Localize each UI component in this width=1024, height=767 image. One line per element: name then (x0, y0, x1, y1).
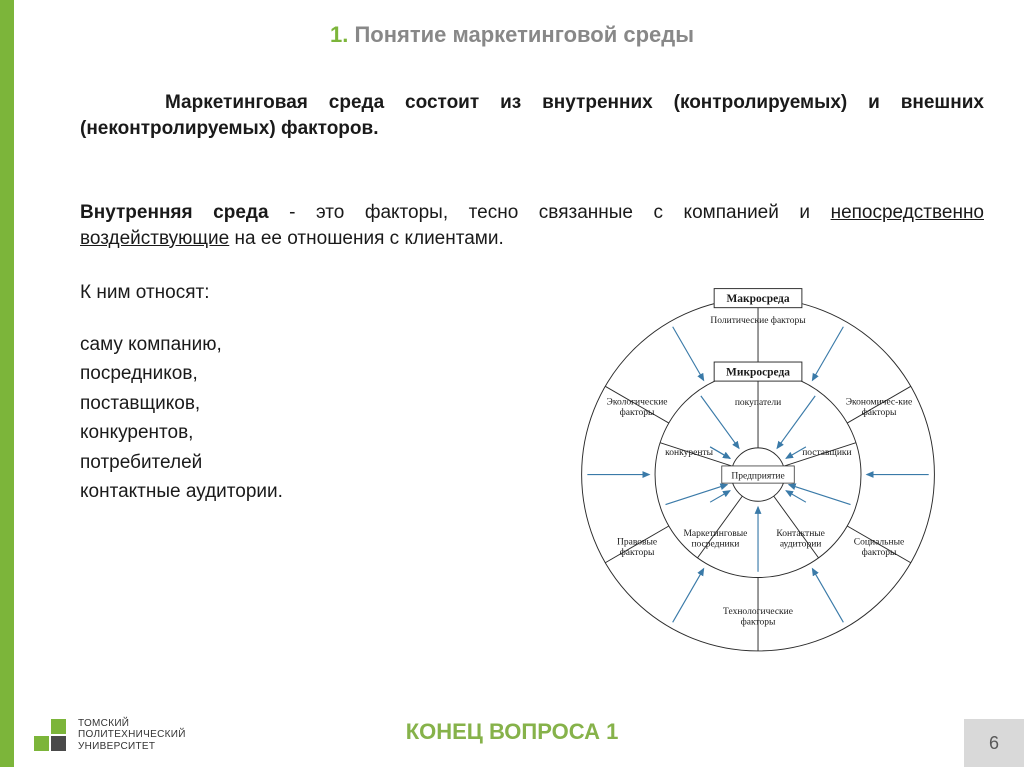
radial-diagram: Предприятие покупатели поставщики Контактны… (541, 260, 976, 670)
paragraph-1: Маркетинговая среда состоит из внутренни… (80, 90, 984, 141)
svg-text:Правовыефакторы: Правовыефакторы (617, 537, 657, 557)
paragraph-2: Внутренняя среда - это факторы, тесно св… (80, 200, 984, 251)
svg-text:Макросреда: Макросреда (726, 293, 789, 305)
svg-text:Экономичес-киефакторы: Экономичес-киефакторы (846, 398, 913, 418)
logo: ТОМСКИЙ ПОЛИТЕХНИЧЕСКИЙ УНИВЕРСИТЕТ (34, 717, 186, 753)
svg-text:конкуренты: конкуренты (665, 448, 713, 458)
list-item: потребителей (80, 448, 283, 477)
accent-bar (0, 0, 14, 767)
logo-line-3: УНИВЕРСИТЕТ (78, 741, 186, 753)
list-item: поставщиков, (80, 389, 283, 418)
p2-end: на ее отношения с клиентами. (229, 228, 504, 249)
list-item: контактные аудитории. (80, 477, 283, 506)
slide-title: 1. Понятие маркетинговой среды (0, 22, 1024, 48)
svg-text:Контактныеаудитории: Контактныеаудитории (776, 529, 825, 549)
svg-text:Микросреда: Микросреда (726, 366, 790, 378)
list-item: посредников, (80, 359, 283, 388)
list-item: саму компанию, (80, 330, 283, 359)
svg-text:Технологическиефакторы: Технологическиефакторы (723, 607, 793, 627)
logo-icon (34, 717, 70, 753)
logo-line-2: ПОЛИТЕХНИЧЕСКИЙ (78, 729, 186, 741)
p2-lead: Внутренняя среда (80, 202, 269, 223)
page-number: 6 (964, 719, 1024, 767)
svg-text:Маркетинговыепосредники: Маркетинговыепосредники (683, 529, 747, 549)
svg-text:покупатели: покупатели (735, 398, 781, 408)
p1-lead: Маркетинговая среда (165, 92, 384, 113)
list-item: конкурентов, (80, 418, 283, 447)
svg-text:Политические факторы: Политические факторы (710, 315, 806, 326)
paragraph-3: К ним относят: (80, 280, 464, 306)
logo-text: ТОМСКИЙ ПОЛИТЕХНИЧЕСКИЙ УНИВЕРСИТЕТ (78, 718, 186, 753)
svg-text:Экологическиефакторы: Экологическиефакторы (607, 398, 668, 418)
svg-text:Предприятие: Предприятие (731, 471, 784, 481)
slide: 1. Понятие маркетинговой среды Маркетинг… (0, 0, 1024, 767)
title-number: 1. (330, 22, 348, 47)
logo-line-1: ТОМСКИЙ (78, 718, 186, 730)
p3-text: К ним относят: (80, 282, 209, 303)
page-number-value: 6 (989, 733, 999, 754)
title-text: Понятие маркетинговой среды (354, 22, 694, 47)
list: саму компанию,посредников,поставщиков,ко… (80, 330, 283, 507)
p2-mid: - это факторы, тесно связанные с компани… (269, 202, 831, 223)
svg-text:поставщики: поставщики (802, 448, 851, 458)
